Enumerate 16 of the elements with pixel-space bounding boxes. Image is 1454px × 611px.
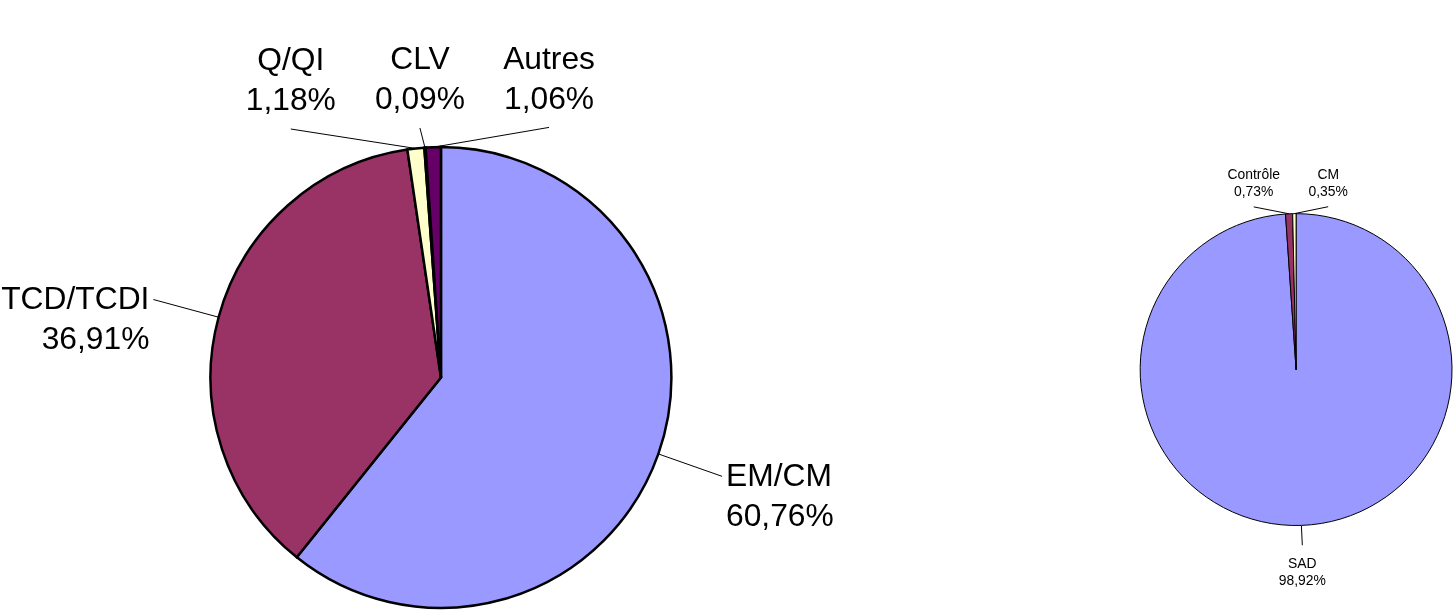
data-label: 1,18% [245,81,336,118]
data-label: 36,91% [41,320,150,357]
slice-label: EM/CM [726,457,832,494]
data-label: 98,92% [1278,572,1326,589]
slice-label: TCD/TCDI [1,280,150,317]
slice-label: Autres [503,39,595,76]
data-label: 0,73% [1234,183,1274,200]
slice-label: CLV [390,40,451,77]
slice-label: Q/QI [257,41,325,78]
data-label: 0,09% [374,80,465,117]
data-label: 0,35% [1308,183,1348,200]
data-label: 60,76% [726,496,834,533]
data-label: 1,06% [504,79,595,116]
slice-label: Contrôle [1227,166,1281,183]
slice-label: SAD [1288,555,1317,572]
slice-label: CM [1317,165,1339,182]
